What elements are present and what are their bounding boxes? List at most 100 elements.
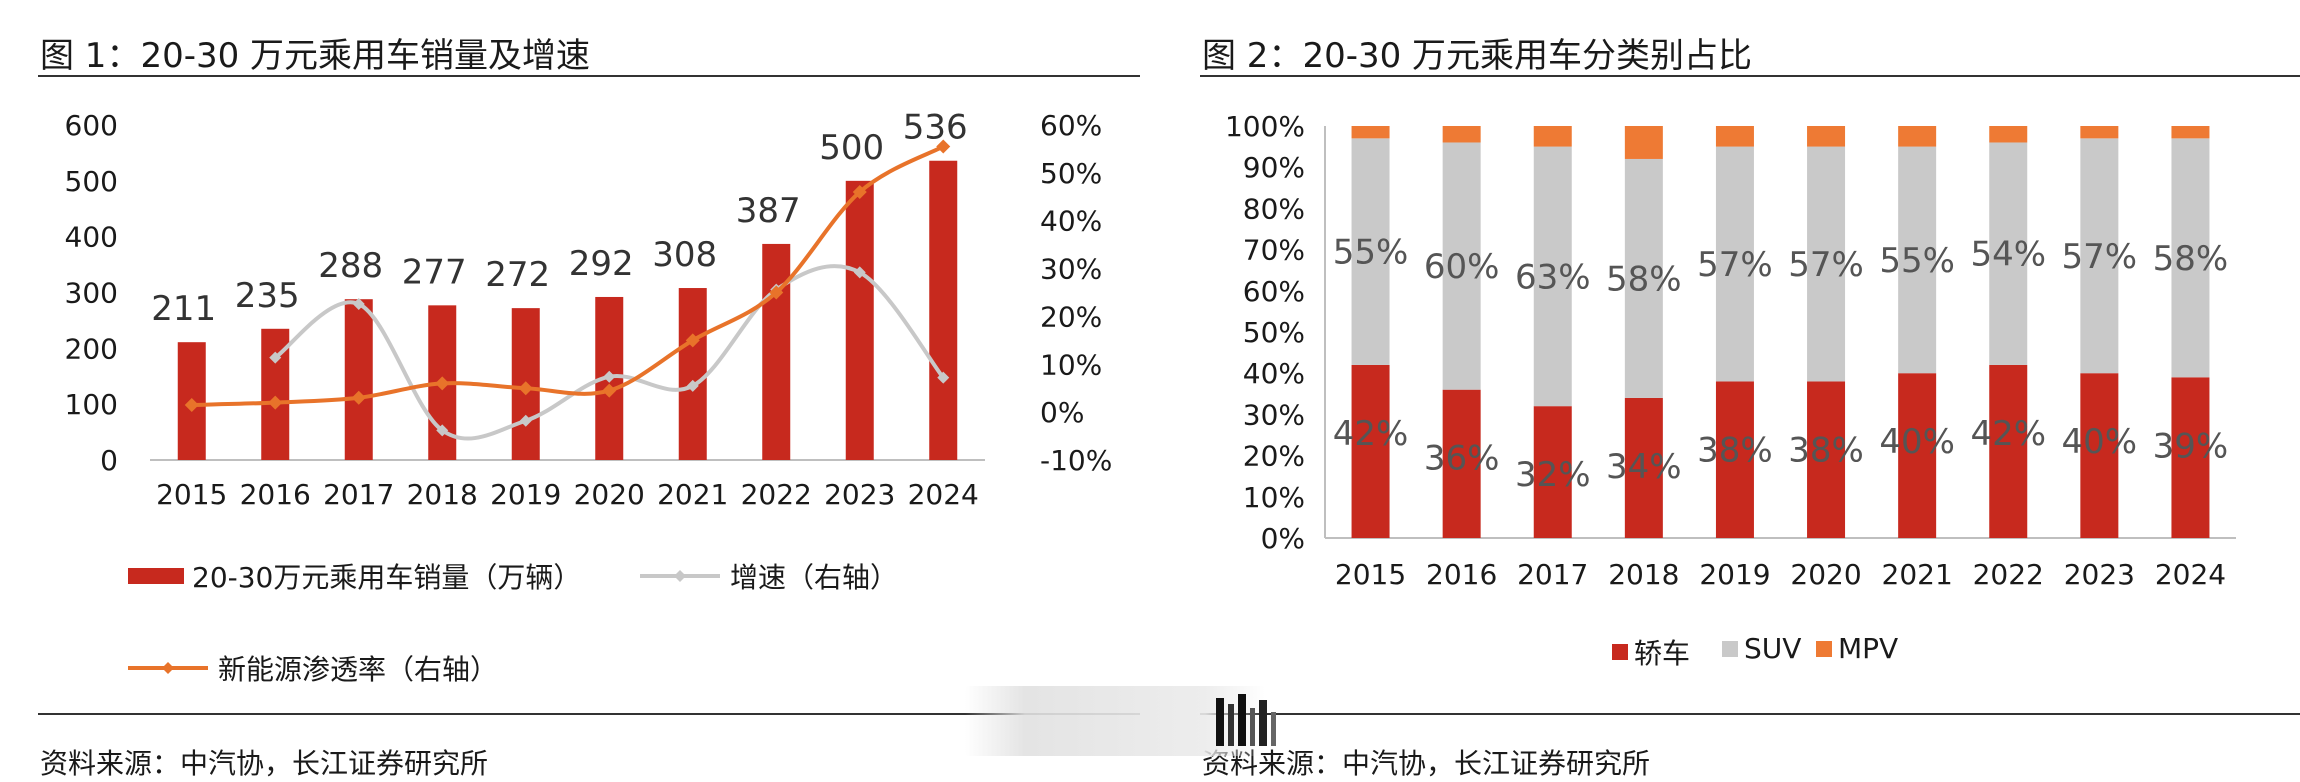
sedan-segment	[1351, 364, 1390, 538]
y-right-tick-label: 0%	[1040, 396, 1084, 429]
y-left-tick-label: 0	[100, 444, 118, 477]
y-left-tick-label: 100	[65, 388, 118, 421]
y-left-tick-label: 600	[65, 109, 118, 142]
x-tick-label: 2015	[1335, 558, 1406, 591]
y-left-tick-label: 300	[65, 277, 118, 310]
suv-data-label: 57%	[1788, 245, 1864, 285]
y-tick-label: 50%	[1243, 316, 1305, 349]
y-tick-label: 10%	[1243, 481, 1305, 514]
suv-data-label: 57%	[2062, 237, 2138, 277]
nev-point	[518, 381, 533, 396]
legend-suv-swatch	[1722, 640, 1738, 657]
nev-point	[852, 185, 867, 199]
y-left-tick-label: 400	[65, 221, 118, 254]
suv-data-label: 55%	[1879, 241, 1955, 281]
sales-data-label: 211	[151, 289, 216, 329]
sedan-segment	[1898, 373, 1937, 538]
growth-point	[686, 379, 699, 392]
legend-growth-label: 增速（右轴）	[730, 561, 899, 594]
x-tick-label: 2019	[1699, 558, 1770, 591]
mpv-segment	[2080, 126, 2119, 139]
figure-1-bottom-rule	[38, 713, 1140, 715]
y-right-tick-label: 60%	[1040, 109, 1102, 142]
x-tick-label: 2016	[1426, 558, 1497, 591]
suv-data-label: 63%	[1515, 257, 1591, 297]
sedan-segment	[1715, 381, 1754, 538]
legend-nev-label: 新能源渗透率（右轴）	[218, 653, 499, 686]
y-tick-label: 20%	[1243, 440, 1305, 473]
legend-sedan-label: 轿车	[1634, 637, 1691, 670]
growth-point	[853, 266, 866, 279]
y-tick-label: 90%	[1243, 151, 1305, 184]
suv-data-label: 58%	[1606, 259, 1682, 299]
nev-point	[435, 376, 450, 391]
nev-point	[602, 383, 617, 398]
y-right-tick-label: 10%	[1040, 348, 1102, 381]
sedan-segment	[1442, 389, 1481, 538]
sedan-segment	[1989, 364, 2028, 538]
mpv-segment	[1533, 126, 1572, 147]
nev-point	[184, 397, 199, 412]
sedan-segment	[2171, 377, 2210, 538]
sales-bar	[678, 288, 707, 460]
sales-data-label: 500	[819, 128, 884, 168]
watermark-overlay	[965, 686, 1265, 756]
legend-nev-marker	[128, 662, 208, 674]
suv-data-label: 57%	[1697, 245, 1773, 285]
sales-growth-chart: 0 100 200 300 400 500 600 -10% 0% 10% 20% 30% 40% 50%…	[65, 108, 1113, 511]
x-tick-label: 2022	[1973, 558, 2044, 591]
sedan-data-label: 40%	[1879, 422, 1955, 462]
y-tick-label: 80%	[1243, 192, 1305, 225]
sedan-segment	[1624, 397, 1663, 538]
y-tick-label: 0%	[1261, 522, 1305, 555]
sedan-segment	[2080, 373, 2119, 538]
suv-data-label: 58%	[2153, 239, 2229, 279]
sedan-segment	[1807, 381, 1846, 538]
x-tick-label: 2019	[490, 478, 561, 511]
sales-data-label: 235	[235, 276, 300, 316]
figure-1-title-rule	[38, 75, 1140, 77]
suv-segment	[1989, 142, 2028, 365]
y-right-tick-label: 40%	[1040, 205, 1102, 238]
x-tick-label: 2022	[741, 478, 812, 511]
mpv-segment	[1715, 126, 1754, 147]
growth-point	[937, 371, 950, 384]
figure-2-title: 图 2：20-30 万元乘用车分类别占比	[1202, 36, 1753, 76]
x-tick-label: 2018	[407, 478, 478, 511]
figure-2-bottom-rule	[1200, 713, 2300, 715]
nev-point	[685, 333, 700, 348]
suv-segment	[2080, 138, 2119, 374]
legend-growth: 增速（右轴）	[640, 556, 898, 596]
growth-point	[436, 424, 449, 437]
sales-bar	[845, 180, 874, 461]
mpv-segment	[1807, 126, 1846, 147]
x-tick-label: 2021	[1882, 558, 1953, 591]
x-tick-label: 2018	[1608, 558, 1679, 591]
suv-data-label: 60%	[1424, 247, 1500, 287]
mpv-segment	[1351, 126, 1390, 139]
suv-segment	[1351, 138, 1390, 365]
sales-data-label: 387	[736, 191, 801, 231]
sales-bar	[929, 160, 958, 460]
legend-sales-label: 20-30万元乘用车销量（万辆）	[192, 561, 582, 594]
sales-bar	[762, 243, 791, 460]
y-tick-label: 30%	[1243, 398, 1305, 431]
y-right-tick-label: 20%	[1040, 300, 1102, 333]
legend-suv-label: SUV	[1744, 632, 1802, 665]
legend-mpv-swatch	[1816, 640, 1832, 657]
legend-sales-swatch	[128, 568, 184, 584]
sedan-data-label: 42%	[1333, 414, 1409, 454]
x-tick-label: 2020	[1790, 558, 1861, 591]
legend-growth-marker	[640, 570, 720, 582]
sales-data-label: 277	[402, 252, 467, 292]
growth-point	[269, 351, 282, 364]
figure-1-source: 资料来源：中汽协，长江证券研究所	[40, 747, 489, 780]
nev-point	[268, 395, 283, 410]
nev-point	[351, 390, 366, 405]
growth-point	[603, 370, 616, 383]
legend-mpv-label: MPV	[1838, 632, 1899, 665]
legend-nev: 新能源渗透率（右轴）	[128, 648, 498, 688]
mpv-segment	[1624, 126, 1663, 159]
category-share-chart: 0% 10% 20% 30% 40% 50% 60% 70% 80% 90% 100% 2015 201…	[1225, 110, 2236, 591]
figure-2-source: 资料来源：中汽协，长江证券研究所	[1202, 747, 1651, 780]
